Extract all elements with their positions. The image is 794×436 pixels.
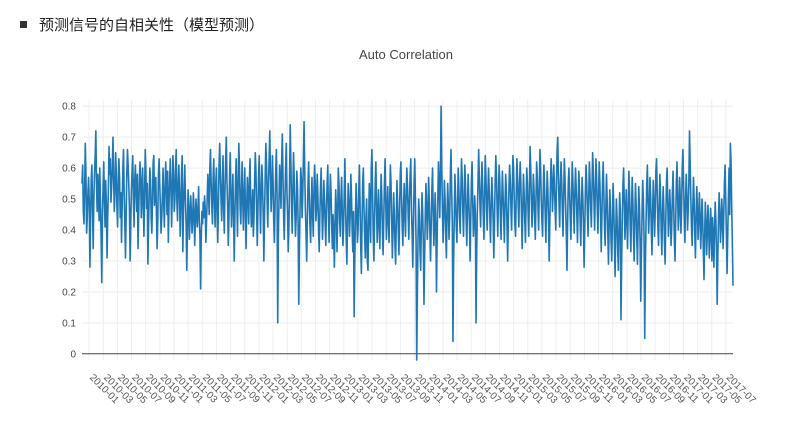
y-tick-label: 0.2 [62,287,76,298]
square-bullet-icon [20,21,27,28]
series-line [81,105,734,361]
y-tick-label: 0.1 [62,318,76,329]
x-axis: 2010-012010-032010-052010-072010-092010-… [87,372,758,406]
section-heading: 预测信号的自相关性（模型预测） [20,12,264,36]
y-tick-label: 0.8 [62,102,76,113]
y-axis: 0 0.1 0.2 0.3 0.4 0.5 0.6 0.7 0.8 [62,102,76,361]
y-tick-label: 0 [70,349,76,360]
y-tick-label: 0.4 [62,226,76,237]
y-tick-label: 0.5 [62,195,76,206]
y-tick-label: 0.3 [62,256,76,267]
chart-title: Auto Correlation [359,47,453,62]
section-title: 预测信号的自相关性（模型预测） [39,15,265,34]
y-tick-label: 0.7 [62,133,76,144]
y-tick-label: 0.6 [62,164,76,175]
